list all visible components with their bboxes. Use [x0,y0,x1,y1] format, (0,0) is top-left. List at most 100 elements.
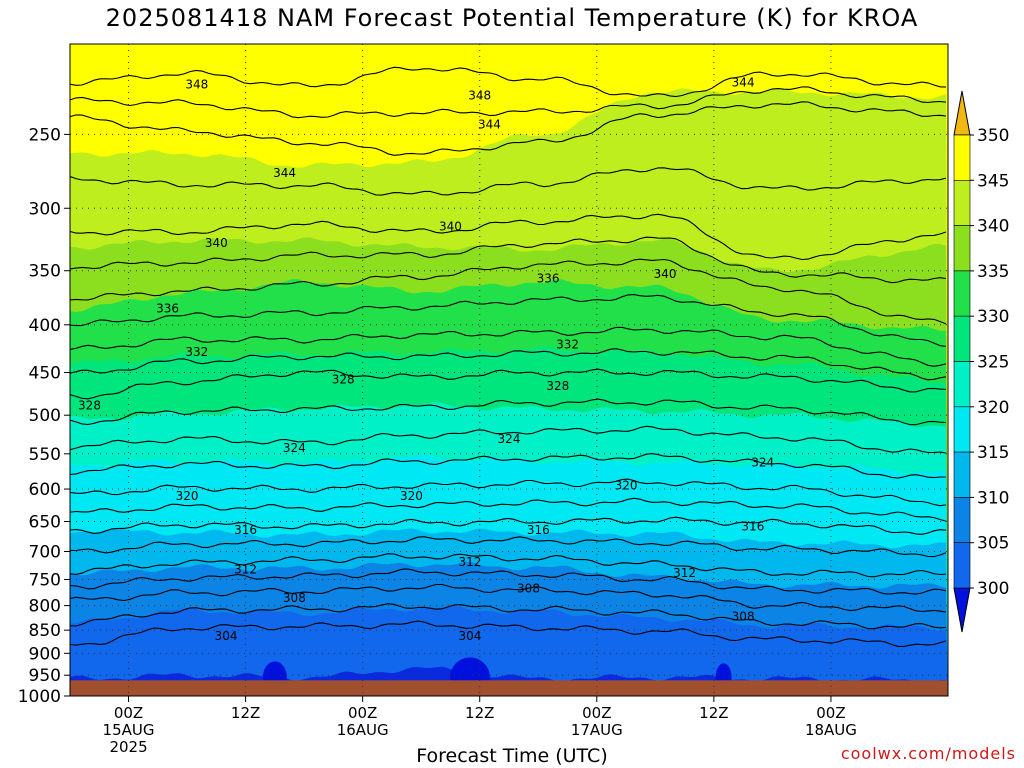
contour-label: 308 [732,610,755,624]
contour-label: 316 [527,523,550,537]
contour-label: 344 [732,76,755,90]
contour-intermediate [70,348,947,381]
colorbar-swatch [953,451,971,498]
x-tick-label: 00Z [582,704,611,722]
contour-intermediate [70,236,947,284]
contour-label: 340 [439,220,462,234]
contour-label: 344 [478,118,501,132]
y-tick-label: 800 [29,597,61,617]
colorbar-label: 310 [977,488,1009,508]
colorbar-label: 335 [977,262,1009,282]
y-tick-label: 850 [29,621,61,641]
contour-intermediate [70,536,947,558]
colorbar-swatch [953,270,971,317]
contour-label: 348 [185,77,208,91]
ground-fill [70,680,948,696]
x-tick-label: 00Z [816,704,845,722]
y-tick-label: 400 [29,316,61,336]
contour-348 [70,66,947,98]
contour-label: 316 [741,519,764,533]
contour-label: 348 [468,88,491,102]
contour-intermediate [70,603,947,630]
y-axis: 250 300 350 400 450 500 550 600 650 700 750 800 850 9… [18,125,70,707]
contour-label: 328 [332,373,355,387]
contour-intermediate [70,294,947,347]
colorbar-swatch [953,315,971,362]
contour-intermediate [70,568,947,595]
contour-344 [70,101,947,156]
colorbar-label: 315 [977,443,1009,463]
contour-312 [70,553,947,578]
contour-label: 308 [517,582,540,596]
x-tick-label: 18AUG [805,721,857,739]
contour-labels: 348 348 344 344 344 340 340 340 336 336 332 332 328 3… [78,76,774,643]
contour-308 [70,583,947,613]
contour-label: 332 [185,345,208,359]
temperature-bands [70,44,948,696]
colorbar-label: 345 [977,171,1009,191]
x-tick-label: 15AUG [103,721,155,739]
contour-intermediate [70,497,947,522]
contour-label: 332 [556,338,579,352]
colorbar: 350 345 340 335 330 325 320 315 310 305 300 [953,90,1009,633]
colorbar-label: 330 [977,307,1009,327]
contour-label: 312 [673,566,696,580]
x-tick-label: 17AUG [571,721,623,739]
chart-title: 2025081418 NAM Forecast Potential Temper… [105,4,919,32]
contour-336 [70,258,947,325]
credit-text: coolwx.com/models [840,744,1016,763]
colorbar-label: 340 [977,217,1009,237]
contour-label: 336 [156,301,179,315]
y-tick-label: 500 [29,406,61,426]
y-tick-label: 550 [29,445,61,465]
y-tick-label: 950 [29,666,61,686]
y-tick-label: 750 [29,570,61,590]
y-tick-label: 900 [29,644,61,664]
colorbar-label: 325 [977,353,1009,373]
contour-label: 336 [537,272,560,286]
contour-label: 324 [751,456,774,470]
contour-intermediate [70,86,947,119]
contour-label: 304 [215,629,238,643]
colorbar-swatch [953,361,971,408]
plot-frame [69,43,949,697]
contour-label: 324 [283,441,306,455]
colorbar-label: 305 [977,534,1009,554]
y-tick-label: 700 [29,543,61,563]
colorbar-above [953,90,971,136]
y-tick-label: 300 [29,199,61,219]
x-axis-title: Forecast Time (UTC) [416,745,608,767]
y-tick-label: 250 [29,125,61,145]
ground-layer [70,680,948,696]
y-tick-label: 600 [29,480,61,500]
x-tick-label: 2025 [109,738,147,756]
colorbar-below [953,587,971,633]
colorbar-swatch [953,134,971,181]
y-tick-label: 650 [29,512,61,532]
colorbar-swatch [953,497,971,543]
contour-340 [70,213,947,261]
colorbar-swatch [953,225,971,272]
y-tick-label: 450 [29,364,61,384]
x-tick-label: 12Z [465,704,494,722]
contour-intermediate [70,453,946,479]
contour-intermediate [70,167,947,196]
contour-320 [70,478,947,507]
contour-label: 308 [283,591,306,605]
x-tick-label: 12Z [699,704,728,722]
contour-label: 324 [498,432,521,446]
x-tick-label: 16AUG [337,721,389,739]
x-tick-label: 12Z [231,704,260,722]
contour-label: 320 [400,489,423,503]
contour-label: 328 [546,379,569,393]
contour-label: 340 [205,236,228,250]
y-tick-label: 1000 [18,687,61,707]
contour-304 [70,620,947,647]
x-tick-label: 00Z [114,704,143,722]
contour-lines [70,66,947,647]
contour-label: 312 [234,563,257,577]
contour-316 [70,516,947,535]
colorbar-swatch [953,406,971,453]
